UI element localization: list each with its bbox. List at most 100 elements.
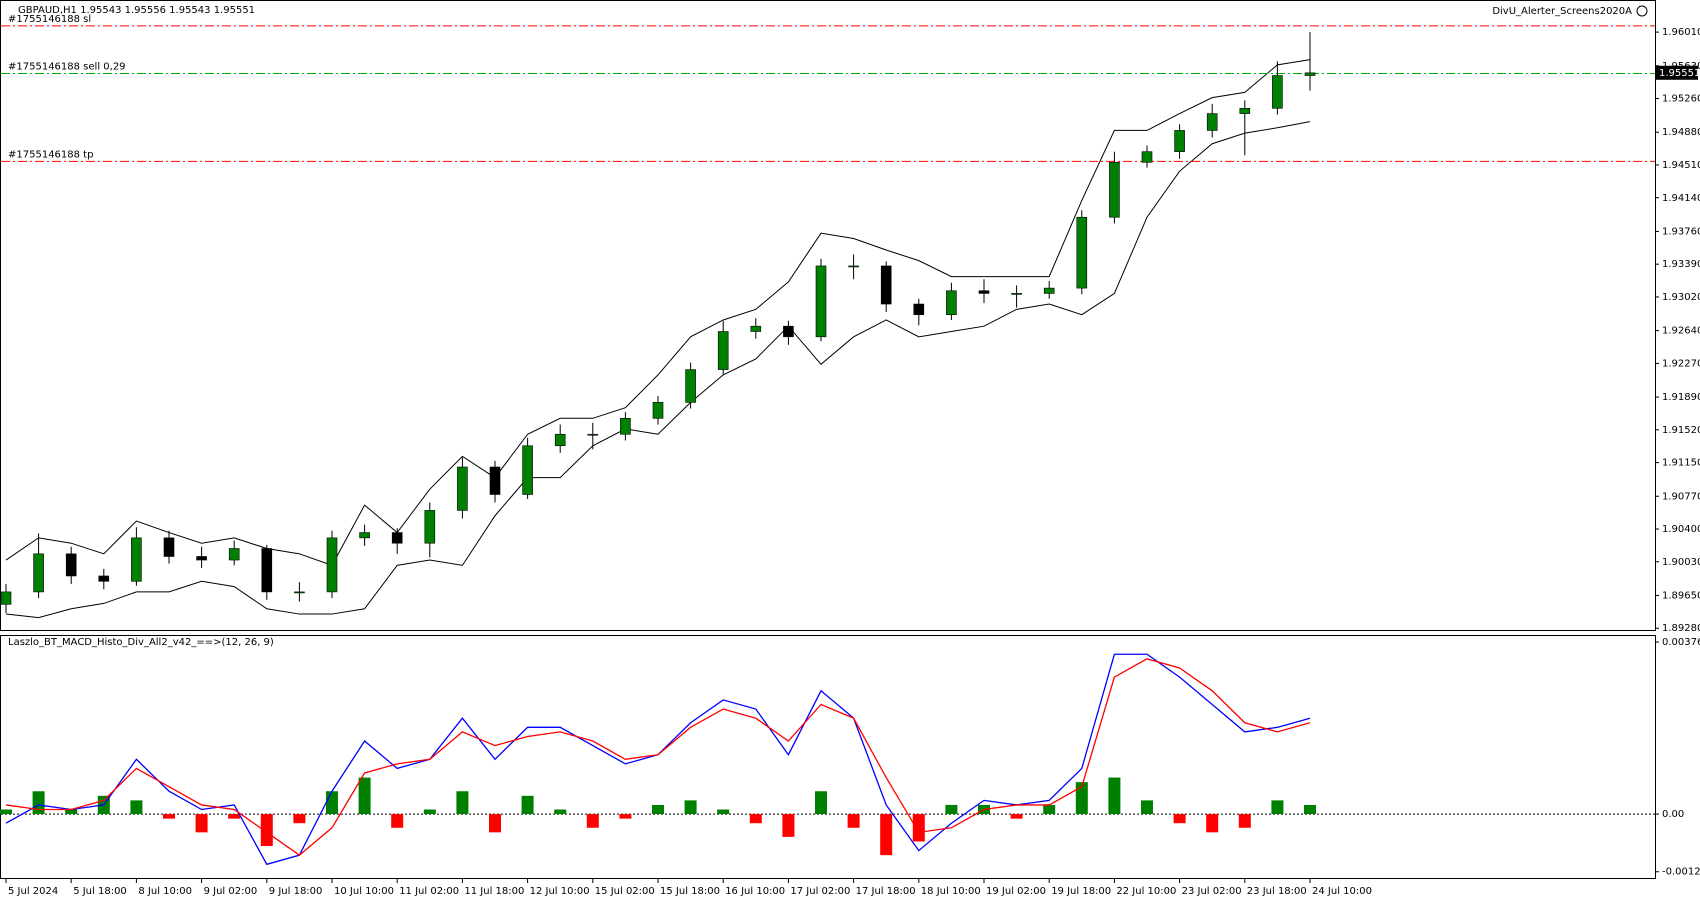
y-tick-label: 1.90400 [1662,524,1700,535]
y-tick-label: 1.94510 [1662,160,1700,171]
histogram-bar [423,809,436,815]
candle-body [1109,162,1120,218]
candle-body [424,510,436,544]
y-tick-label: 1.94880 [1662,127,1700,138]
histogram-bar [554,809,567,815]
x-tick-label: 9 Jul 18:00 [269,886,323,897]
y-tick-label: 1.95260 [1662,94,1700,105]
y-tick-label: 1.91890 [1662,392,1700,403]
x-tick-label: 16 Jul 10:00 [725,886,785,897]
candle-body [326,537,338,593]
x-tick-label: 19 Jul 02:00 [986,886,1046,897]
x-tick-label: 9 Jul 02:00 [204,886,258,897]
level-label: #1755146188 sell 0,29 [8,61,126,72]
histogram-bar [163,814,175,819]
x-tick-label: 17 Jul 02:00 [790,886,850,897]
histogram-bar [782,814,795,837]
candle-body [196,556,207,561]
candle-body [359,532,370,539]
candle-body [587,433,599,436]
histogram-bar [326,791,338,815]
macd-title: Laszlo_BT_MACD_Histo_Div_All2_v42_==>(12… [8,637,274,648]
y-tick-label: 1.89280 [1662,623,1700,634]
candle-body [554,433,566,447]
y-tick-label: 1.90770 [1662,491,1700,502]
candle-body [652,402,664,419]
histogram-bar [489,814,501,833]
histogram-bar [391,814,404,828]
histogram-bar [1010,814,1023,819]
y-tick-label: 1.93390 [1662,259,1700,270]
x-tick-label: 11 Jul 02:00 [399,886,459,897]
y-tick-label: -0.001263 [1662,867,1700,878]
histogram-bar [652,804,664,815]
candle-body [0,591,12,605]
macd-line [5,658,1311,856]
histogram-bar [130,800,143,815]
y-tick-label: 1.96010 [1662,27,1700,38]
histogram-bar [1108,777,1121,815]
level-label: #1755146188 tp [8,149,93,160]
bollinger-band [5,121,1311,619]
x-tick-label: 15 Jul 18:00 [660,886,720,897]
histogram-bar [684,800,697,815]
candle-body [228,548,240,561]
price-tag-bg [1656,65,1698,80]
candle-body [685,369,696,403]
candle-body [783,325,794,338]
candle-body [913,303,925,315]
candle-body [848,265,859,268]
x-tick-label: 19 Jul 18:00 [1051,886,1111,897]
y-tick-label: 0.003768 [1662,637,1700,648]
histogram-bar [945,804,958,815]
x-tick-label: 12 Jul 10:00 [530,886,590,897]
histogram-bar [0,809,12,815]
price-panel [0,0,1656,631]
y-tick-label: 1.92270 [1662,358,1700,369]
chart-title: GBPAUD,H1 1.95543 1.95556 1.95543 1.9555… [18,5,255,16]
macd-panel [0,635,1656,879]
candle-body [880,265,892,305]
level-label: #1755146188 sl [8,14,91,25]
histogram-bar [1304,804,1316,815]
candle-body [1174,130,1185,152]
histogram-bar [847,814,860,828]
candle-body [750,325,762,332]
y-tick-label: 1.89650 [1662,590,1700,601]
x-tick-label: 24 Jul 10:00 [1312,886,1372,897]
x-tick-label: 17 Jul 18:00 [856,886,916,897]
candle-body [946,290,957,315]
candle-body [98,575,110,582]
histogram-bar [815,791,827,815]
candle-body [522,445,533,495]
histogram-bar [1238,814,1251,828]
y-tick-label: 1.93760 [1662,226,1700,237]
histogram-bar [880,814,893,856]
histogram-bar [749,814,762,824]
price-tag: 1.95551 [1659,68,1700,79]
histogram-bar [195,814,208,833]
candle-body [620,418,631,435]
candle-body [391,532,403,544]
histogram-bar [619,814,632,819]
candle-body [1141,151,1153,163]
histogram-bar [260,814,273,847]
candle-body [1043,287,1055,294]
histogram-bar [1043,804,1056,815]
y-tick-label: 0.00 [1662,809,1684,820]
x-tick-label: 5 Jul 18:00 [73,886,127,897]
candle-body [1239,107,1251,114]
y-tick-label: 1.93020 [1662,292,1700,303]
candle-body [131,537,142,582]
x-tick-label: 15 Jul 02:00 [595,886,655,897]
x-tick-label: 18 Jul 10:00 [921,886,981,897]
candle-body [1076,216,1088,289]
histogram-bar [1206,814,1219,833]
candle-body [978,290,990,294]
candle-body [33,553,44,593]
candle-body [65,553,77,577]
y-tick-label: 1.91520 [1662,425,1700,436]
macd-line [5,653,1311,866]
histogram-bar [717,809,730,815]
